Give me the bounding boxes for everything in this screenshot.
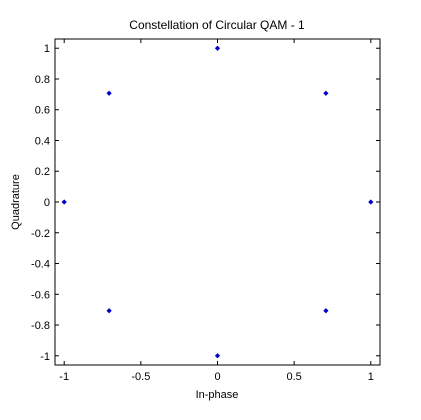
y-tick-label: -0.8 bbox=[31, 320, 50, 332]
axis-ticks: -1 -0.5 0 0.5 1 1 0.8 0.6 0.4 0.2 0 -0.2 -0.4 -0.6 -0.… bbox=[31, 39, 380, 383]
data-point bbox=[214, 353, 221, 359]
chart-title: Constellation of Circular QAM - 1 bbox=[129, 18, 305, 32]
y-tick-label: 0.6 bbox=[35, 105, 50, 117]
y-tick-label: 0.2 bbox=[35, 166, 50, 178]
x-tick-label: 0.5 bbox=[287, 371, 302, 383]
x-axis-label: In-phase bbox=[196, 389, 239, 401]
data-point bbox=[214, 45, 221, 51]
y-tick-label: -1 bbox=[40, 351, 50, 363]
y-tick-label: -0.4 bbox=[31, 259, 50, 271]
data-points bbox=[61, 45, 374, 359]
data-point bbox=[368, 199, 374, 205]
data-point bbox=[106, 308, 112, 314]
y-tick-label: 0 bbox=[44, 197, 50, 209]
plot-area bbox=[54, 38, 381, 366]
x-tick-label: -1 bbox=[59, 371, 69, 383]
x-tick-label: 0 bbox=[214, 371, 220, 383]
data-point bbox=[61, 199, 67, 205]
y-tick-label: 1 bbox=[44, 43, 50, 55]
x-tick-label: -0.5 bbox=[131, 371, 150, 383]
data-point bbox=[323, 308, 329, 314]
y-axis-label: Quadrature bbox=[10, 174, 22, 230]
y-tick-label: -0.6 bbox=[31, 289, 50, 301]
data-point bbox=[323, 90, 329, 96]
y-tick-label: 0.4 bbox=[35, 135, 50, 147]
x-tick-label: 1 bbox=[368, 371, 374, 383]
y-tick-label: -0.2 bbox=[31, 228, 50, 240]
data-point bbox=[106, 90, 112, 96]
y-tick-label: 0.8 bbox=[35, 74, 50, 86]
